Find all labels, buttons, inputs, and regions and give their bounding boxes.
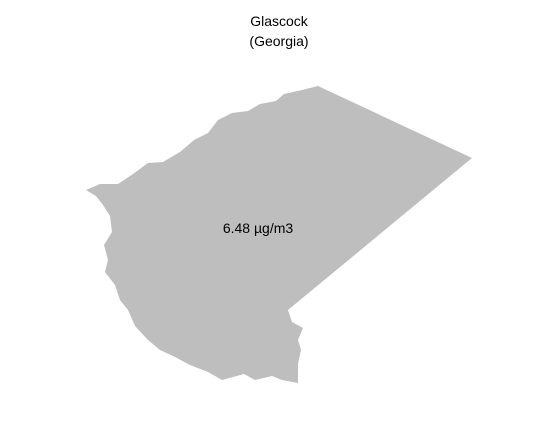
state-name: (Georgia)	[249, 33, 309, 49]
map-title: Glascock (Georgia)	[0, 11, 558, 51]
region-value-label: 6.48 µg/m3	[222, 220, 294, 236]
county-shape	[86, 86, 472, 383]
county-name: Glascock	[250, 13, 308, 29]
